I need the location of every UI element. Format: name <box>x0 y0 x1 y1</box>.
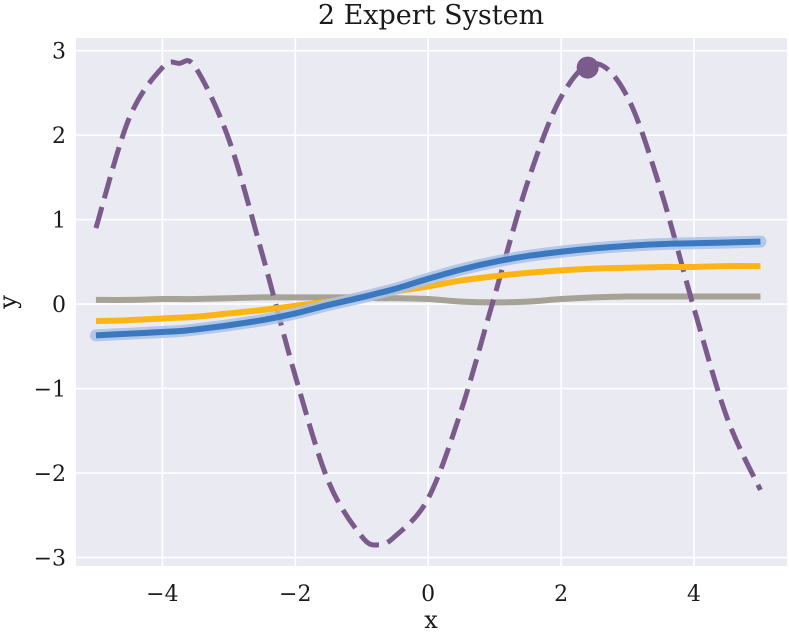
y-tick-label: 2 <box>52 124 66 149</box>
y-tick-label: −3 <box>34 547 66 572</box>
series-layer <box>89 56 767 548</box>
x-axis-label: x <box>424 606 438 633</box>
y-tick-label: 1 <box>52 209 66 234</box>
y-tick-label: 0 <box>52 293 66 318</box>
x-tick-label: 0 <box>421 582 435 607</box>
y-tick-label: 3 <box>52 40 66 65</box>
x-tick-label: −4 <box>146 582 178 607</box>
x-tick-label: 4 <box>687 582 701 607</box>
x-tick-labels: −4 −2 0 2 4 <box>146 582 701 607</box>
y-tick-label: −1 <box>34 378 66 403</box>
x-tick-label: −2 <box>279 582 311 607</box>
y-tick-label: −2 <box>34 462 66 487</box>
series-line-dashed <box>93 58 763 548</box>
x-tick-label: 2 <box>554 582 568 607</box>
y-axis-label: y <box>0 295 22 310</box>
highlight-marker <box>576 56 599 79</box>
chart-title: 2 Expert System <box>318 0 544 31</box>
y-tick-labels: −3 −2 −1 0 1 2 3 <box>34 40 66 572</box>
series-line <box>95 293 761 306</box>
series-line <box>95 238 761 339</box>
